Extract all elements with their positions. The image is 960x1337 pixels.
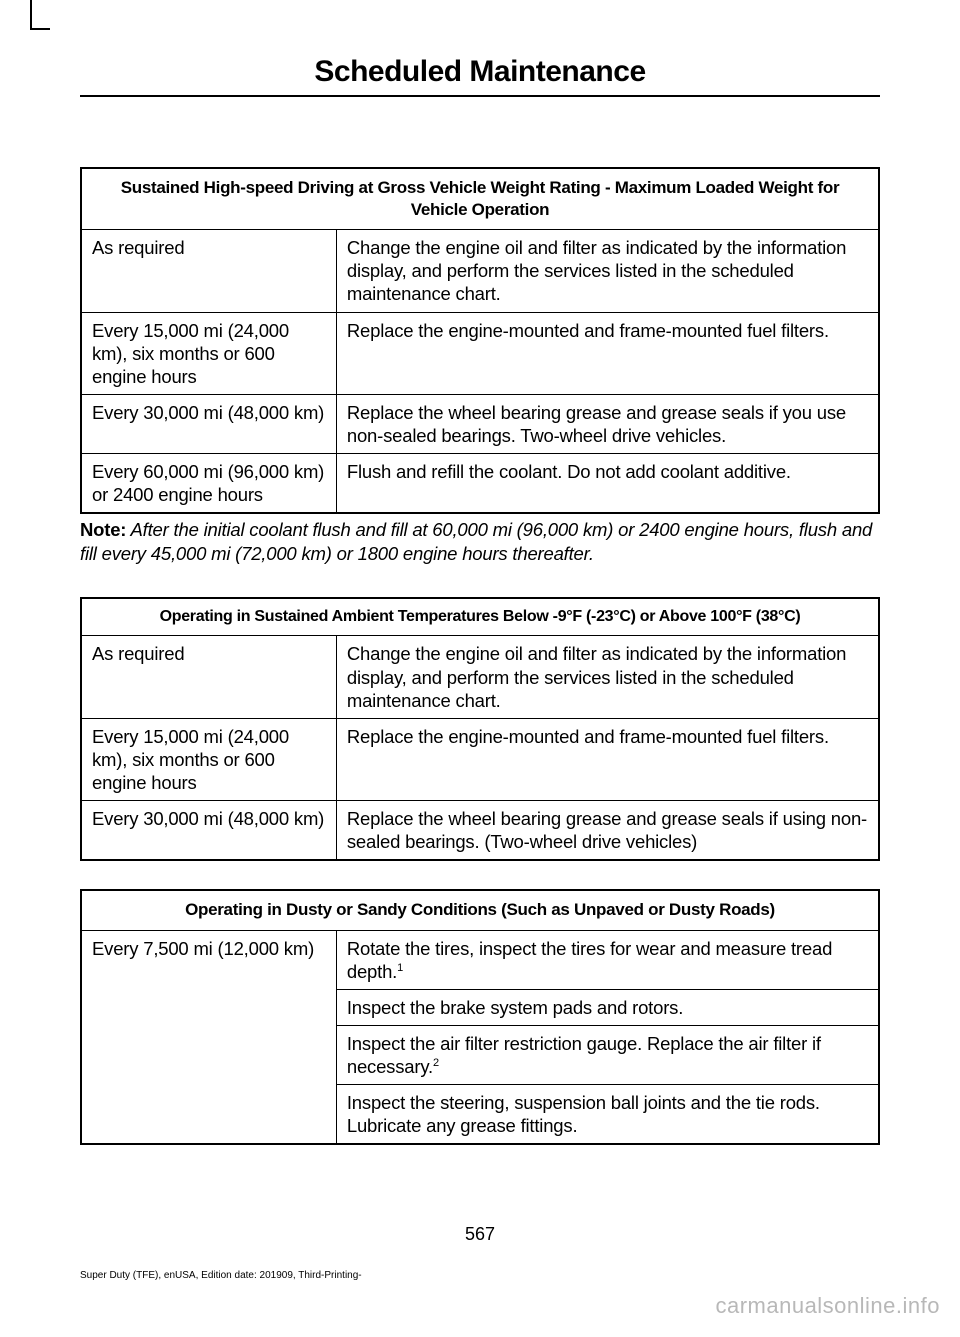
crop-mark [30, 0, 50, 30]
maintenance-table-2: Operating in Sustained Ambient Temperatu… [80, 597, 880, 862]
table1-row1-action: Replace the engine-mounted and frame-mou… [336, 312, 879, 394]
table1-row2-action: Replace the wheel bearing grease and gre… [336, 394, 879, 453]
table1-header: Sustained High-speed Driving at Gross Ve… [81, 168, 879, 230]
table2-row0-interval: As required [81, 636, 336, 718]
table2-row1-interval: Every 15,000 mi (24,000 km), six months … [81, 718, 336, 800]
content-area: Sustained High-speed Driving at Gross Ve… [80, 167, 880, 1145]
maintenance-table-1: Sustained High-speed Driving at Gross Ve… [80, 167, 880, 514]
table1-row3-action: Flush and refill the coolant. Do not add… [336, 454, 879, 514]
table3-action0: Rotate the tires, inspect the tires for … [336, 930, 879, 989]
table3-action2-sup: 2 [433, 1057, 439, 1069]
table3-action1: Inspect the brake system pads and rotors… [336, 989, 879, 1025]
footer-edition: Super Duty (TFE), enUSA, Edition date: 2… [80, 1270, 362, 1281]
table3-action2-text: Inspect the air filter restriction gauge… [347, 1033, 821, 1077]
page-number: 567 [0, 1224, 960, 1245]
table1-row3-interval: Every 60,000 mi (96,000 km) or 2400 engi… [81, 454, 336, 514]
table2-header: Operating in Sustained Ambient Temperatu… [81, 598, 879, 636]
table2-row2-action: Replace the wheel bearing grease and gre… [336, 801, 879, 861]
title-rule [80, 95, 880, 97]
page-container: Scheduled Maintenance Sustained High-spe… [0, 0, 960, 1145]
note-label: Note: [80, 519, 126, 540]
table3-action2: Inspect the air filter restriction gauge… [336, 1025, 879, 1084]
watermark: carmanualsonline.info [715, 1293, 940, 1319]
table3-action0-sup: 1 [397, 962, 403, 974]
table3-header: Operating in Dusty or Sandy Conditions (… [81, 890, 879, 930]
chapter-title: Scheduled Maintenance [80, 55, 880, 89]
table3-interval: Every 7,500 mi (12,000 km) [81, 930, 336, 1144]
table1-row0-interval: As required [81, 230, 336, 312]
table2-row2-interval: Every 30,000 mi (48,000 km) [81, 801, 336, 861]
table1-row1-interval: Every 15,000 mi (24,000 km), six months … [81, 312, 336, 394]
table1-row0-action: Change the engine oil and filter as indi… [336, 230, 879, 312]
note-paragraph: Note: After the initial coolant flush an… [80, 518, 880, 564]
table2-row1-action: Replace the engine-mounted and frame-mou… [336, 718, 879, 800]
table3-action3: Inspect the steering, suspension ball jo… [336, 1085, 879, 1145]
table1-row2-interval: Every 30,000 mi (48,000 km) [81, 394, 336, 453]
table2-row0-action: Change the engine oil and filter as indi… [336, 636, 879, 718]
table3-action0-text: Rotate the tires, inspect the tires for … [347, 938, 832, 982]
maintenance-table-3: Operating in Dusty or Sandy Conditions (… [80, 889, 880, 1145]
note-text: After the initial coolant flush and fill… [80, 519, 872, 563]
